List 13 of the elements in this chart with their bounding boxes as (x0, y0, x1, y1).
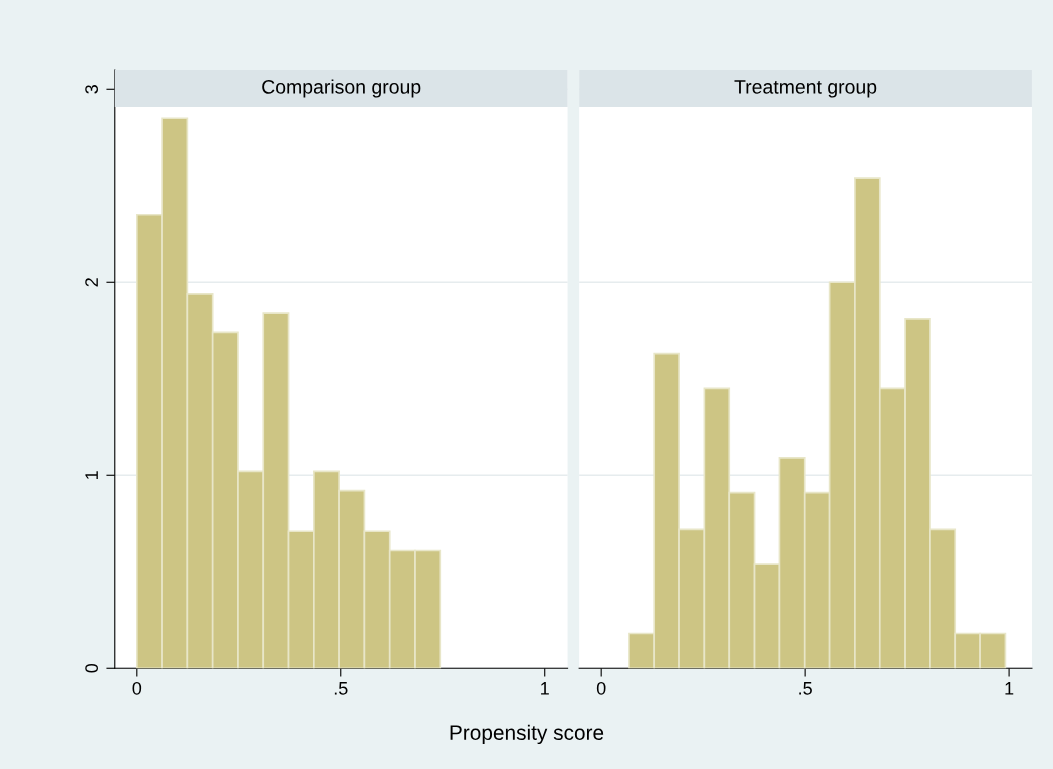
x-tick-label: 0 (132, 681, 142, 695)
chart-title: Treatment group (734, 80, 877, 98)
x-tick-label: 1 (541, 682, 549, 695)
x-tick-label: 1 (1005, 682, 1014, 695)
x-tick-label: .5 (334, 682, 348, 695)
y-tick-label: 3 (85, 85, 99, 94)
x-tick-label: .5 (799, 682, 812, 695)
x-tick-label: 0 (596, 681, 606, 695)
y-tick-label: 2 (85, 278, 98, 287)
x-axis-title: Propensity score (450, 724, 604, 745)
chart-title: Comparison group (262, 79, 421, 98)
y-tick-label: 0 (85, 663, 99, 673)
y-tick-label: 1 (85, 471, 98, 479)
